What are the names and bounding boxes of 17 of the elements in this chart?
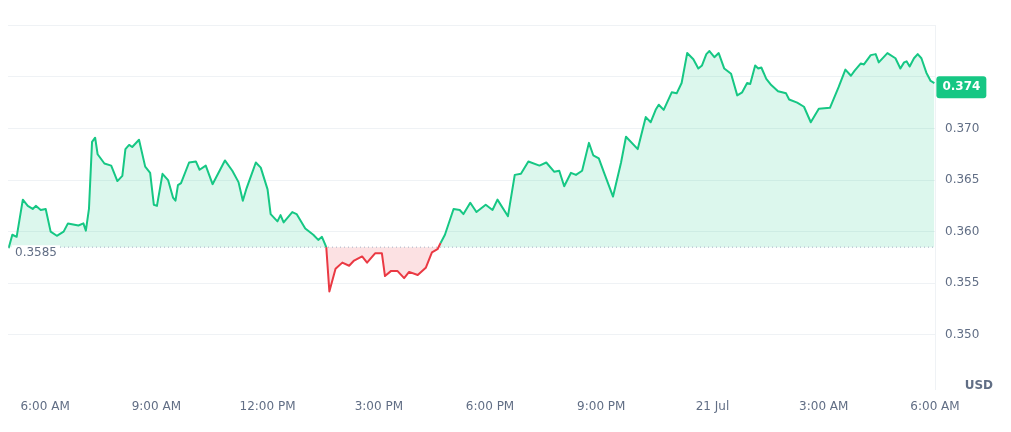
y-tick-label: 0.360 (945, 223, 980, 238)
x-tick-label: 9:00 AM (131, 398, 181, 413)
x-tick-label: 21 Jul (695, 398, 730, 413)
y-tick-label: 0.370 (945, 120, 980, 135)
annotation: 0.374 (942, 79, 981, 94)
y-tick-label: 0.355 (945, 275, 980, 290)
y-tick-label: 0.365 (945, 172, 980, 187)
x-tick-label: 3:00 AM (799, 398, 849, 413)
x-tick-label: 6:00 AM (910, 398, 960, 413)
x-tick-label: 9:00 PM (577, 398, 626, 413)
x-tick-label: 6:00 PM (465, 398, 515, 413)
y-tick-label: 0.350 (945, 327, 980, 342)
ref-line-label: 0.3585 (15, 245, 57, 260)
x-tick-label: 6:00 AM (20, 398, 70, 413)
y-axis-title: USD (964, 377, 994, 392)
x-tick-label: 12:00 PM (239, 398, 296, 413)
x-tick-label: 3:00 PM (354, 398, 403, 413)
